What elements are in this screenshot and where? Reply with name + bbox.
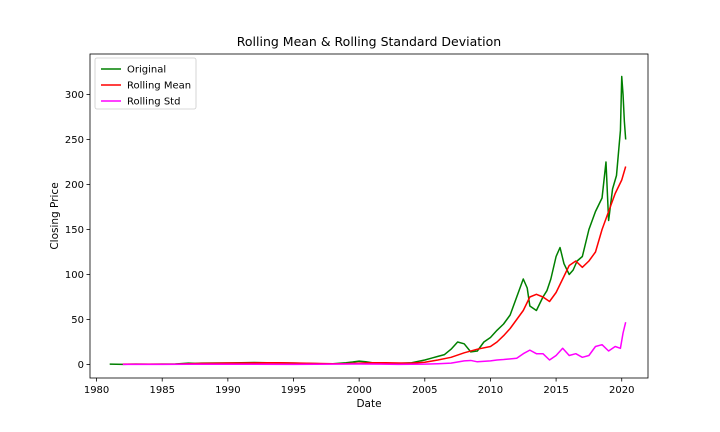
x-tick-label: 2000 — [346, 385, 371, 396]
y-tick-label: 50 — [71, 315, 84, 326]
chart-title: Rolling Mean & Rolling Standard Deviatio… — [237, 34, 501, 49]
y-tick-label: 300 — [65, 90, 84, 101]
series-line-rolling-std — [122, 322, 627, 366]
x-axis-title: Date — [356, 398, 381, 410]
legend-box — [94, 57, 197, 110]
y-tick-label: 250 — [65, 135, 84, 146]
plot-area: 1980 1985 1990 1995 2000 2005 2010 2015 2020 0 50 1… — [65, 53, 649, 396]
x-tick-label: 1995 — [281, 385, 306, 396]
y-tick-label: 200 — [65, 180, 84, 191]
x-tick-label: 2015 — [543, 385, 568, 396]
y-tick-label: 100 — [65, 270, 84, 281]
y-tick-label: 150 — [65, 225, 84, 236]
x-tick-label: 1985 — [149, 385, 174, 396]
legend-label-rolling-mean: Rolling Mean — [127, 81, 191, 92]
axes-frame — [89, 53, 649, 379]
x-tick-label: 1980 — [84, 385, 109, 396]
series-line-rolling-mean — [122, 166, 627, 365]
y-tick-label: 0 — [78, 360, 84, 371]
legend-label-rolling-std: Rolling Std — [127, 97, 180, 108]
x-tick-label: 2010 — [478, 385, 503, 396]
x-tick-label: 1990 — [215, 385, 240, 396]
x-tick-label: 2005 — [412, 385, 437, 396]
legend: Original Rolling Mean Rolling Std — [94, 57, 197, 110]
legend-label-original: Original — [127, 65, 166, 76]
x-tick-label: 2020 — [609, 385, 634, 396]
y-axis-title: Closing Price — [49, 182, 61, 249]
